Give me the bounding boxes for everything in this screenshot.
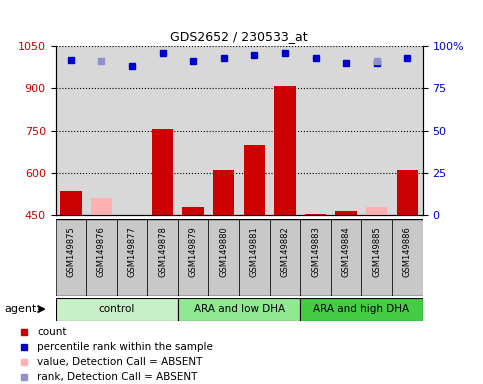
Bar	[366, 207, 387, 215]
Text: value, Detection Call = ABSENT: value, Detection Call = ABSENT	[38, 357, 203, 367]
Bar	[331, 219, 361, 296]
Text: GSM149880: GSM149880	[219, 227, 228, 277]
Bar	[117, 219, 147, 296]
Bar	[397, 170, 418, 215]
Title: GDS2652 / 230533_at: GDS2652 / 230533_at	[170, 30, 308, 43]
Text: GSM149885: GSM149885	[372, 227, 381, 277]
Bar	[274, 86, 296, 215]
Bar	[183, 207, 204, 215]
Bar	[56, 298, 178, 321]
Bar	[239, 219, 270, 296]
Text: ARA and low DHA: ARA and low DHA	[194, 304, 284, 314]
Bar	[91, 198, 112, 215]
Bar	[213, 170, 235, 215]
Text: GSM149875: GSM149875	[66, 227, 75, 277]
Text: GSM149884: GSM149884	[341, 227, 351, 277]
Bar	[361, 219, 392, 296]
Bar	[300, 219, 331, 296]
Bar	[300, 298, 423, 321]
Text: GSM149876: GSM149876	[97, 227, 106, 277]
Text: GSM149878: GSM149878	[158, 227, 167, 277]
Text: percentile rank within the sample: percentile rank within the sample	[38, 342, 213, 352]
Bar	[305, 214, 327, 215]
Bar	[244, 145, 265, 215]
Text: GSM149879: GSM149879	[189, 227, 198, 277]
Bar	[392, 219, 423, 296]
Text: rank, Detection Call = ABSENT: rank, Detection Call = ABSENT	[38, 372, 198, 382]
Text: ARA and high DHA: ARA and high DHA	[313, 304, 410, 314]
Bar	[209, 219, 239, 296]
Bar	[60, 191, 82, 215]
Bar	[335, 211, 357, 215]
Text: control: control	[99, 304, 135, 314]
Text: GSM149886: GSM149886	[403, 227, 412, 277]
Text: count: count	[38, 327, 67, 337]
Bar	[178, 298, 300, 321]
Bar	[152, 129, 173, 215]
Bar	[86, 219, 117, 296]
Bar	[178, 219, 209, 296]
Bar	[147, 219, 178, 296]
Text: GSM149881: GSM149881	[250, 227, 259, 277]
Text: GSM149883: GSM149883	[311, 227, 320, 277]
Bar	[270, 219, 300, 296]
Text: GSM149882: GSM149882	[281, 227, 289, 277]
Bar	[56, 219, 86, 296]
Text: GSM149877: GSM149877	[128, 227, 137, 277]
Text: agent: agent	[4, 304, 37, 314]
